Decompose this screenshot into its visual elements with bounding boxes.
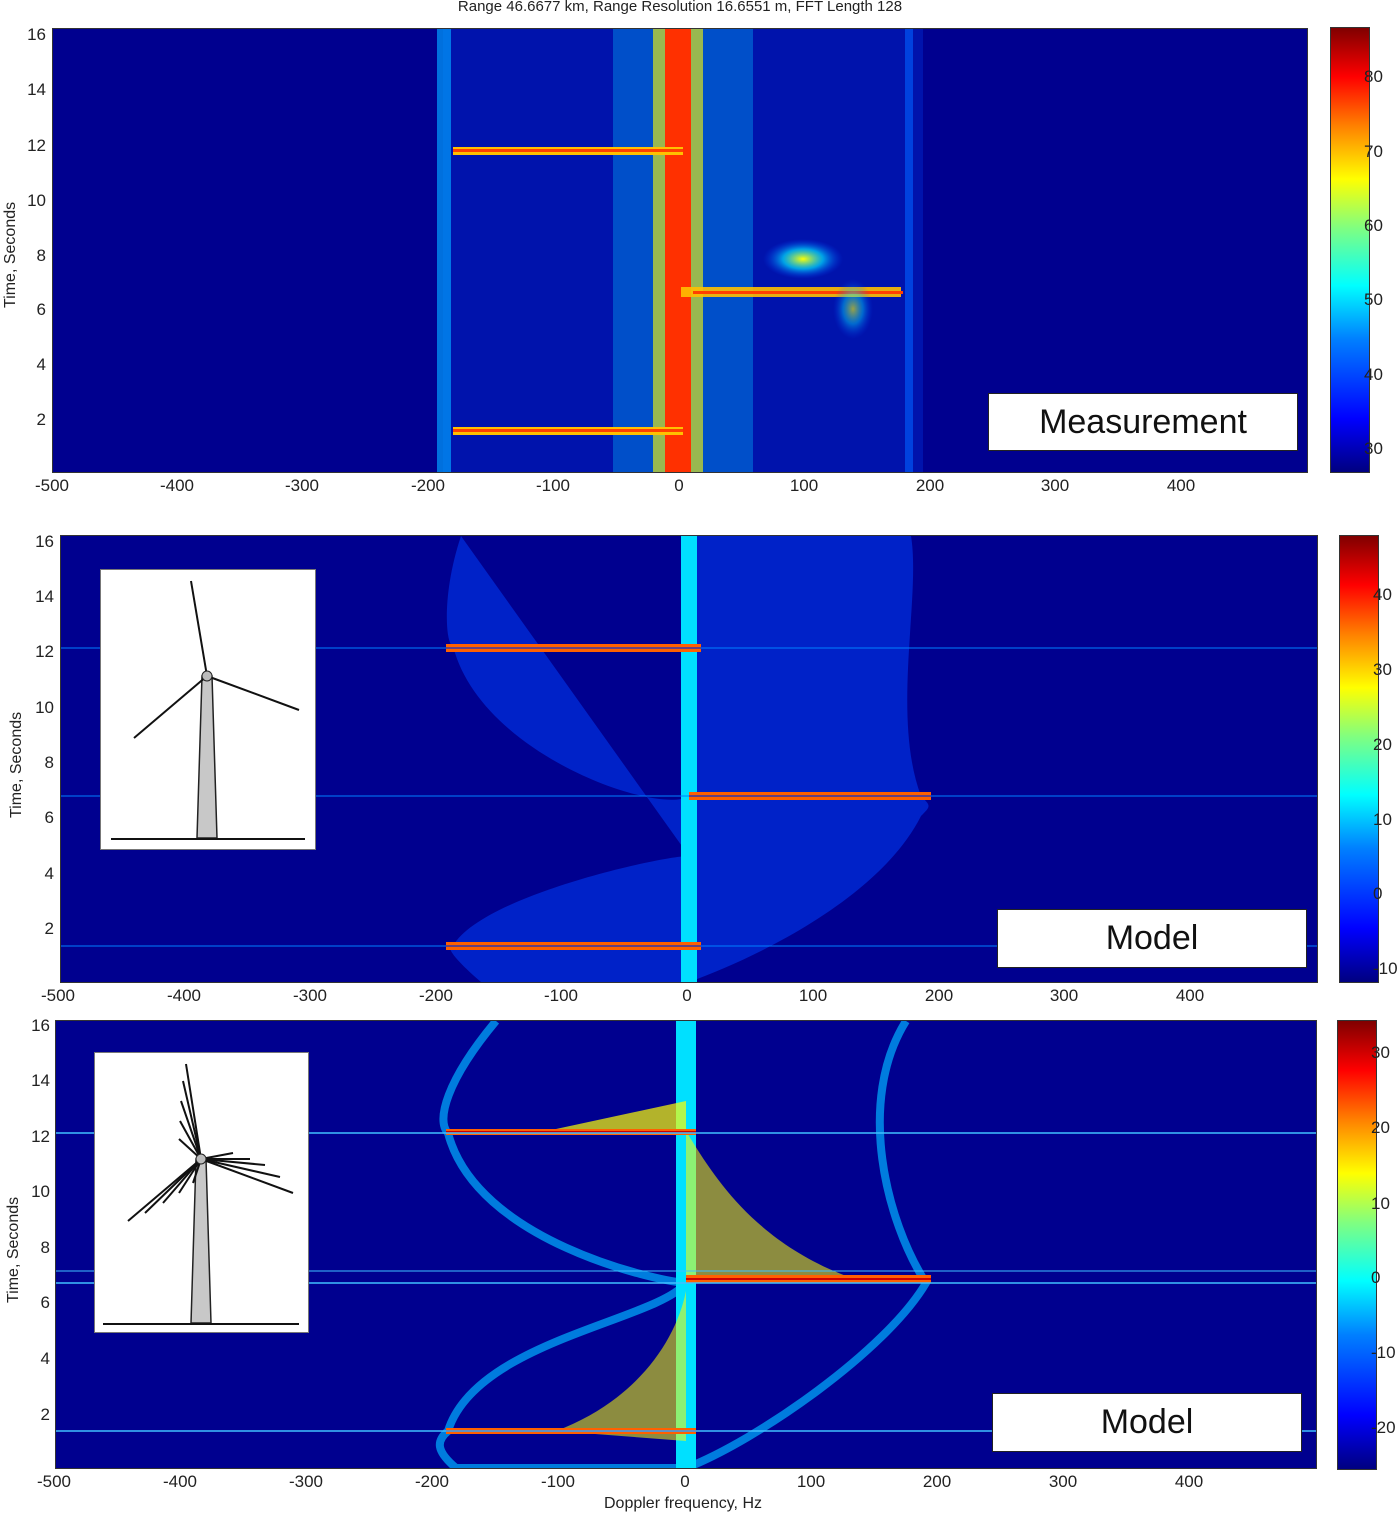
y-tick: 4 (44, 864, 54, 883)
x-tick: 0 (682, 986, 692, 1005)
x-tick: -300 (284, 476, 320, 495)
y-tick: 4 (40, 1349, 50, 1368)
figure-title: Range 46.6677 km, Range Resolution 16.65… (457, 0, 903, 15)
y-tick: 16 (35, 532, 54, 551)
colorbar-tick: 30 (1373, 660, 1392, 679)
panel-label: Model (992, 1393, 1302, 1452)
x-tick: 0 (680, 1472, 690, 1491)
x-tick: -200 (414, 1472, 450, 1491)
colorbar-tick: 60 (1364, 216, 1383, 235)
spectrogram-heatmap (437, 29, 923, 472)
x-tick: -500 (36, 1472, 72, 1491)
x-tick: -200 (410, 476, 446, 495)
colorbar-tick: 20 (1373, 735, 1392, 754)
y-tick: 16 (27, 25, 46, 44)
colorbar (1339, 535, 1379, 983)
colorbar-tick: 70 (1364, 142, 1383, 161)
wind-turbine-inset (94, 1052, 309, 1333)
colorbar-tick: 30 (1371, 1043, 1390, 1062)
x-tick: 400 (1166, 476, 1196, 495)
y-tick: 10 (35, 698, 54, 717)
y-tick: 6 (44, 808, 54, 827)
colorbar-tick: -10 (1373, 959, 1398, 978)
y-tick: 14 (35, 587, 54, 606)
x-tick: -100 (543, 986, 579, 1005)
x-tick: 400 (1174, 1472, 1204, 1491)
y-tick: 12 (27, 136, 46, 155)
panel-label: Model (997, 909, 1307, 968)
colorbar-tick: 30 (1364, 439, 1383, 458)
wind-turbine-icon (111, 580, 305, 840)
x-tick: 200 (915, 476, 945, 495)
x-tick: -400 (159, 476, 195, 495)
colorbar (1337, 1020, 1377, 1470)
colorbar-tick: 0 (1373, 884, 1383, 903)
y-tick: 2 (36, 410, 46, 429)
wind-turbine-motion-icon (103, 1063, 299, 1325)
x-tick: 100 (796, 1472, 826, 1491)
colorbar-tick: 10 (1373, 810, 1392, 829)
x-tick: -400 (162, 1472, 198, 1491)
spectrogram-plot (52, 28, 1308, 473)
x-tick: -500 (34, 476, 70, 495)
y-tick: 10 (31, 1182, 50, 1201)
x-tick: 200 (922, 1472, 952, 1491)
y-tick: 12 (31, 1127, 50, 1146)
colorbar-tick: 0 (1371, 1268, 1381, 1287)
colorbar-tick: 40 (1364, 365, 1383, 384)
y-tick: 8 (36, 246, 46, 265)
colorbar-tick: 10 (1371, 1194, 1390, 1213)
colorbar-tick: -10 (1371, 1343, 1396, 1362)
x-tick: -300 (288, 1472, 324, 1491)
x-tick: -200 (418, 986, 454, 1005)
x-tick: -400 (166, 986, 202, 1005)
y-tick: 2 (44, 919, 54, 938)
colorbar-tick: 20 (1371, 1118, 1390, 1137)
x-axis-label: Doppler frequency, Hz (604, 1495, 762, 1512)
x-tick: -100 (535, 476, 571, 495)
y-tick: 6 (40, 1293, 50, 1312)
x-tick: 0 (674, 476, 684, 495)
y-tick: 10 (27, 191, 46, 210)
x-tick: 100 (798, 986, 828, 1005)
x-tick: 300 (1040, 476, 1070, 495)
y-tick: 12 (35, 642, 54, 661)
y-tick: 6 (36, 300, 46, 319)
x-tick: -300 (292, 986, 328, 1005)
y-axis-label: Time, Seconds (5, 1196, 22, 1303)
y-axis-label: Time, Seconds (8, 711, 25, 818)
x-tick: 300 (1049, 986, 1079, 1005)
colorbar-tick: 40 (1373, 585, 1392, 604)
colorbar-tick: 50 (1364, 290, 1383, 309)
y-tick: 8 (40, 1238, 50, 1257)
y-tick: 14 (31, 1071, 50, 1090)
wind-turbine-inset (100, 569, 316, 850)
x-tick: -100 (540, 1472, 576, 1491)
colorbar-tick: -20 (1371, 1418, 1396, 1437)
x-tick: -500 (40, 986, 76, 1005)
y-tick: 8 (44, 753, 54, 772)
spectrogram-heatmap (61, 536, 1317, 982)
y-tick: 2 (40, 1405, 50, 1424)
colorbar-tick: 80 (1364, 67, 1383, 86)
y-tick: 14 (27, 80, 46, 99)
y-tick: 4 (36, 355, 46, 374)
x-tick: 400 (1175, 986, 1205, 1005)
spectrogram-heatmap (56, 1021, 1316, 1468)
x-tick: 100 (789, 476, 819, 495)
x-tick: 300 (1048, 1472, 1078, 1491)
colorbar (1330, 27, 1370, 473)
panel-label: Measurement (988, 393, 1298, 451)
x-tick: 200 (924, 986, 954, 1005)
y-tick: 16 (31, 1016, 50, 1035)
y-axis-label: Time, Seconds (2, 201, 19, 308)
